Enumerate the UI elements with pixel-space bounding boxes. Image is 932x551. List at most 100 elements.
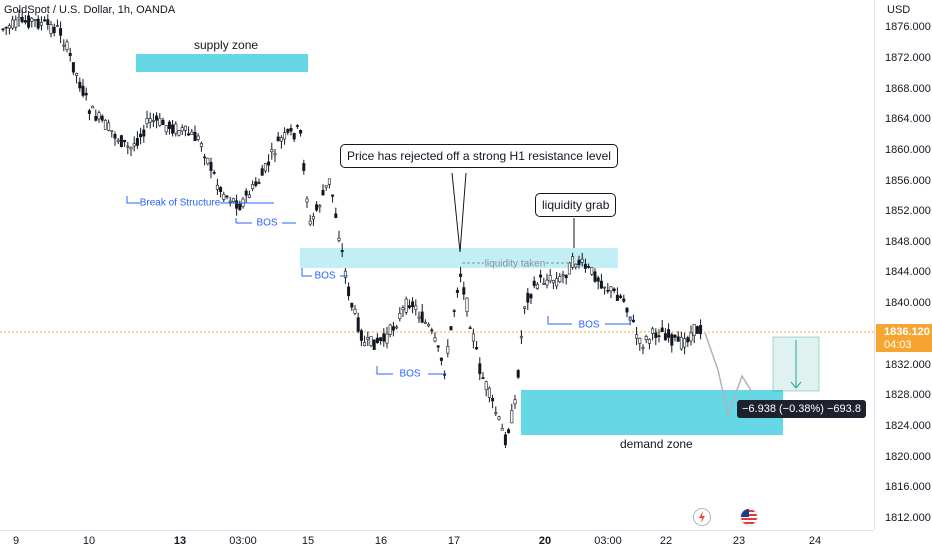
bos-label-2[interactable]: BOS [314,270,336,282]
candle-body [590,267,594,275]
candle-body [219,187,223,192]
candle-body [206,157,210,165]
liquidity-grab-callout[interactable]: liquidity grab [535,193,617,217]
candle-body [183,125,187,131]
candle-body [212,172,216,174]
candle-body [1,28,5,31]
candle-body [286,128,290,133]
candle-body [615,294,619,301]
candle-body [68,52,72,57]
candle-body [334,213,338,218]
bos-label-4[interactable]: BOS [578,319,600,331]
candle-body [372,339,376,350]
candle-body [356,317,360,332]
break-of-structure-label[interactable]: Break of Structure [139,197,221,209]
liquidity-zone-box[interactable] [300,248,618,268]
bos-label-1[interactable]: BOS [256,217,278,229]
candle-body [577,259,581,265]
candle-body [215,184,219,190]
candle-body [350,302,354,308]
candle-body [222,194,226,200]
candle-body [679,336,683,350]
candle-body [619,295,623,298]
candle-body [299,129,303,134]
candle-body [497,416,501,420]
candle-body [318,205,322,208]
candle-body [395,326,399,329]
candle-body [260,168,264,176]
candle-body [20,16,24,23]
price-tick-label: 1852.000 [885,205,931,217]
candle-body [465,297,469,313]
candle-body [331,194,335,197]
bos-label-3[interactable]: BOS [399,368,421,380]
price-axis[interactable]: USD 1876.000 1872.000 1868.000 1864.000 1860… [874,0,932,530]
candle-body [385,333,389,344]
candlestick-series [1,9,703,449]
candle-body [660,327,664,333]
candle-body [110,130,114,132]
resistance-callout[interactable]: Price has rejected off a strong H1 resis… [340,144,618,168]
candle-body [148,118,152,123]
candle-body [289,127,293,132]
candle-body [411,301,415,308]
measure-readout: −6.938 (−0.38%) −693.8 [737,400,866,418]
candle-body [43,19,47,22]
lightning-event-icon[interactable] [693,508,711,526]
candle-body [161,119,165,126]
candle-body [452,310,456,312]
us-flag-event-icon[interactable] [740,508,758,526]
candle-body [369,336,373,346]
candle-body [631,319,635,323]
candle-body [673,334,677,338]
candle-body [596,277,600,282]
time-axis[interactable]: 9 10 13 03:00 15 16 17 20 03:00 22 23 24 [0,530,874,551]
demand-zone-label[interactable]: demand zone [620,437,693,451]
candle-body [603,286,607,289]
candle-body [593,271,597,282]
candle-body [55,25,59,27]
candle-body [343,270,347,278]
candle-body [203,156,207,159]
candle-body [103,120,107,130]
candle-body [97,112,101,120]
candle-body [311,216,315,220]
candle-body [638,338,642,344]
candle-body [500,428,504,431]
time-tick-label: 10 [82,535,96,547]
price-tick-label: 1844.000 [885,266,931,278]
candle-body [404,298,408,313]
time-tick-label: 20 [538,535,552,547]
liquidity-taken-label[interactable]: liquidity taken [484,258,546,270]
supply-zone-label[interactable]: supply zone [194,38,259,52]
price-tick-label: 1864.000 [885,113,931,125]
candle-body [17,17,21,20]
candle-body [580,258,584,263]
current-price-tag: 1836.120 04:03 [876,324,932,352]
candle-body [151,120,155,122]
candle-body [139,133,143,138]
candle-body [196,135,200,140]
candle-body [471,333,475,342]
candle-body [683,338,687,348]
price-tick-label: 1820.000 [885,451,931,463]
supply-zone-box[interactable] [136,54,308,72]
candle-body [567,262,571,275]
candle-body [283,132,287,140]
candle-body [39,22,43,26]
candle-body [65,41,69,50]
candle-body [401,307,405,310]
candle-body [126,145,130,148]
candle-body [231,198,235,202]
candle-body [647,339,651,344]
currency-label: USD [887,4,911,16]
candle-body [606,290,610,292]
candle-body [75,73,79,76]
price-chart[interactable] [0,0,874,530]
price-tick-label: 1860.000 [885,144,931,156]
candle-body [609,286,613,292]
candle-body [337,237,341,241]
candle-body [459,273,463,277]
candle-body [247,194,251,198]
candle-body [49,24,53,34]
